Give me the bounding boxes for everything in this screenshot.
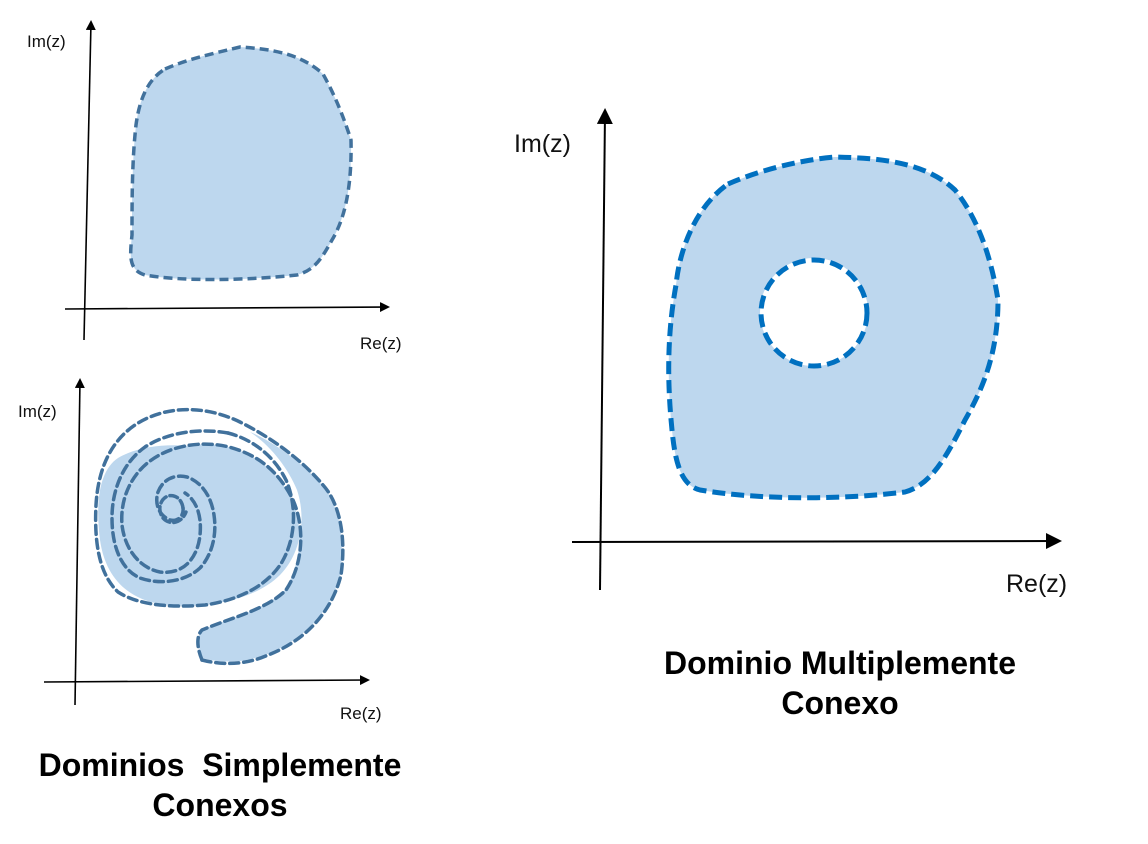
x-axis (43, 675, 370, 686)
spiral-inner-boundary (110, 429, 230, 584)
y-axis-label: Im(z) (18, 402, 57, 421)
panel-multiply-connected: Im(z) Re(z) (514, 108, 1067, 598)
multiply-connected-caption-line2: Conexo (781, 685, 899, 721)
x-axis-label: Re(z) (360, 334, 402, 353)
panel-simply-connected-spiral: Im(z) Re(z) (18, 378, 382, 723)
y-axis (74, 378, 85, 706)
inner-hole-boundary (758, 257, 870, 369)
multiply-connected-region (668, 157, 998, 498)
y-axis (83, 20, 96, 341)
simply-connected-caption-line2: Conexos (152, 787, 288, 823)
x-axis-label: Re(z) (1006, 570, 1067, 598)
simply-connected-caption-line1: Dominios Simplemente (38, 747, 402, 783)
x-axis (64, 302, 390, 313)
multiply-connected-caption-line1: Dominio Multiplemente (664, 645, 1016, 681)
x-axis-label: Re(z) (340, 704, 382, 723)
outer-boundary (666, 154, 1001, 501)
spiral-outer-boundary (120, 442, 303, 662)
y-axis (596, 108, 613, 591)
simply-connected-caption: Dominios Simplemente Conexos (0, 745, 440, 825)
spiral-center-curl (158, 493, 188, 525)
spiral-outer-wall (93, 407, 345, 666)
simply-connected-region (129, 45, 353, 282)
y-axis-label: Im(z) (514, 130, 571, 158)
y-axis-label: Im(z) (27, 32, 66, 51)
x-axis (571, 533, 1062, 550)
multiply-connected-caption: Dominio Multiplemente Conexo (590, 643, 1090, 723)
panel-simply-connected-blob: Im(z) Re(z) (27, 20, 402, 353)
